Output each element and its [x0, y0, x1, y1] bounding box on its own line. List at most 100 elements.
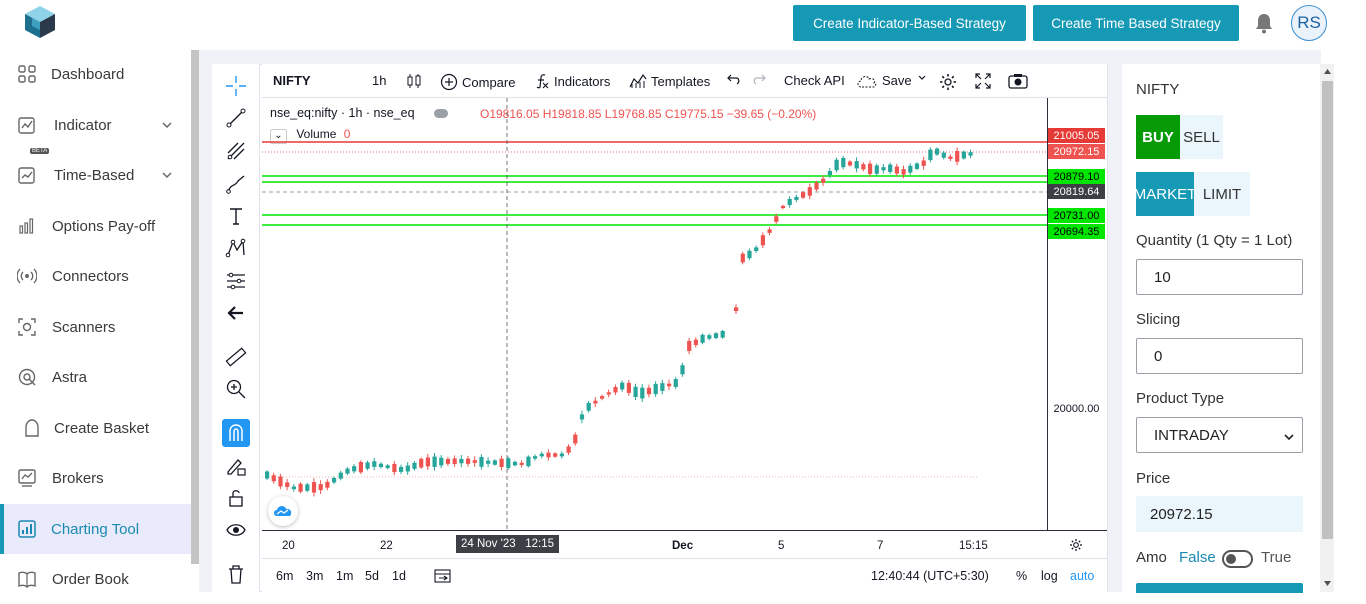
- sidebar-item-charting-tool[interactable]: Charting Tool: [0, 504, 191, 554]
- candle-body: [680, 365, 685, 375]
- tradingview-logo[interactable]: [268, 496, 298, 526]
- quantity-field[interactable]: 10: [1136, 259, 1303, 295]
- axis-settings-icon[interactable]: [1069, 538, 1083, 552]
- pattern-tool[interactable]: [222, 234, 250, 262]
- text-tool[interactable]: [222, 202, 250, 230]
- slicing-field[interactable]: 0: [1136, 338, 1303, 374]
- settings-button[interactable]: [939, 73, 957, 91]
- brush-tool[interactable]: [222, 170, 250, 198]
- zoom-tool[interactable]: [222, 375, 250, 403]
- broadcast-icon: [17, 268, 37, 284]
- candle-body: [332, 477, 337, 483]
- chevron-down-icon[interactable]: [161, 119, 173, 131]
- percent-toggle[interactable]: %: [1016, 569, 1028, 583]
- legend-symbol: nse_eq:nifty · 1h · nse_eq: [270, 106, 415, 120]
- chart-type-button[interactable]: [406, 73, 422, 89]
- sidebar-item-indicator[interactable]: Indicator: [0, 100, 191, 150]
- crosshair-time-label: 24 Nov '23 12:15: [456, 535, 559, 553]
- amo-toggle[interactable]: [1222, 550, 1253, 568]
- sidebar-item-create-basket[interactable]: Create Basket: [0, 403, 191, 453]
- create-time-strategy-button[interactable]: Create Time Based Strategy: [1033, 5, 1239, 41]
- arrow-left-icon: [227, 306, 243, 320]
- sidebar-item-time-based[interactable]: BETA Time-Based: [0, 148, 191, 200]
- scroll-up-icon[interactable]: [1323, 68, 1332, 75]
- candle-body: [573, 434, 578, 444]
- templates-button[interactable]: Templates: [629, 73, 710, 89]
- sell-button[interactable]: SELL: [1180, 115, 1223, 159]
- place-order-button[interactable]: [1136, 583, 1303, 593]
- pattern-icon: [225, 238, 246, 258]
- candle-body: [432, 456, 437, 467]
- limit-button[interactable]: LIMIT: [1194, 172, 1250, 216]
- sidebar-item-connectors[interactable]: Connectors: [0, 251, 191, 301]
- range-1m[interactable]: 1m: [336, 569, 354, 583]
- compare-button[interactable]: Compare: [440, 73, 515, 91]
- sidebar-item-astra[interactable]: Astra: [0, 352, 191, 402]
- lock-drawing-tool[interactable]: [222, 452, 250, 480]
- range-5d[interactable]: 5d: [365, 569, 379, 583]
- interval-selector[interactable]: 1h: [372, 73, 387, 88]
- redo-button[interactable]: [752, 73, 766, 87]
- sidebar-item-brokers[interactable]: Brokers: [0, 453, 191, 503]
- app-logo[interactable]: [22, 4, 58, 40]
- fullscreen-button[interactable]: [975, 73, 991, 89]
- panel-scrollbar-thumb[interactable]: [1322, 81, 1333, 539]
- log-toggle[interactable]: log: [1041, 569, 1058, 583]
- auto-toggle[interactable]: auto: [1070, 569, 1095, 583]
- lock-tool[interactable]: [222, 484, 250, 512]
- buy-button[interactable]: BUY: [1136, 115, 1180, 159]
- check-api-button[interactable]: Check API: [784, 73, 845, 88]
- fib-tool[interactable]: [222, 137, 250, 165]
- time-axis[interactable]: 20 22 24 Nov '23 12:15 Dec 5 7 15:15: [262, 530, 1107, 556]
- range-6m[interactable]: 6m: [276, 569, 294, 583]
- measure-tool[interactable]: [222, 343, 250, 371]
- screenshot-button[interactable]: [1008, 73, 1028, 89]
- save-button[interactable]: Save: [856, 73, 912, 88]
- trendline-tool[interactable]: [222, 104, 250, 132]
- market-button[interactable]: MARKET: [1136, 172, 1194, 216]
- candle-body: [928, 149, 933, 160]
- series-legend[interactable]: nse_eq:nifty · 1h · nse_eq: [270, 106, 449, 120]
- candle-body: [774, 216, 779, 222]
- magnet-tool[interactable]: [222, 419, 250, 447]
- create-indicator-strategy-button[interactable]: Create Indicator-Based Strategy: [793, 5, 1026, 41]
- candle-body: [492, 460, 497, 465]
- save-dropdown[interactable]: [917, 73, 927, 83]
- forecast-tool[interactable]: [222, 267, 250, 295]
- time-tick: 7: [877, 540, 884, 552]
- indicators-button[interactable]: Indicators: [534, 73, 610, 89]
- sidebar-scrollbar[interactable]: [191, 50, 199, 564]
- avatar[interactable]: RS: [1291, 5, 1327, 41]
- back-arrow-tool[interactable]: [222, 299, 250, 327]
- visibility-tool[interactable]: [222, 516, 250, 544]
- range-3m[interactable]: 3m: [306, 569, 324, 583]
- sidebar-item-dashboard[interactable]: Dashboard: [0, 49, 191, 99]
- time-tick: 22: [380, 540, 393, 552]
- clock[interactable]: 12:40:44 (UTC+5:30): [871, 569, 989, 583]
- product-type-select[interactable]: INTRADAY: [1136, 417, 1303, 453]
- bell-icon[interactable]: [1254, 12, 1274, 34]
- undo-button[interactable]: [727, 73, 741, 87]
- trash-tool[interactable]: [222, 560, 250, 588]
- save-label: Save: [882, 73, 912, 88]
- candlestick-plot[interactable]: [262, 98, 1047, 530]
- collapse-icon[interactable]: ⌄: [270, 129, 287, 144]
- chevron-down-icon[interactable]: [161, 169, 173, 181]
- range-1d[interactable]: 1d: [392, 569, 406, 583]
- price-label-green-3: 20694.35: [1048, 224, 1105, 239]
- candle-body: [311, 482, 317, 493]
- sidebar-item-scanners[interactable]: Scanners: [0, 302, 191, 352]
- price-field[interactable]: 20972.15: [1136, 496, 1303, 532]
- order-panel: NIFTY BUY SELL MARKET LIMIT Quantity (1 …: [1122, 64, 1320, 593]
- crosshair-tool[interactable]: [222, 72, 250, 100]
- symbol-search[interactable]: NIFTY: [273, 73, 311, 88]
- sidebar-item-options-payoff[interactable]: Options Pay-off: [0, 201, 191, 251]
- volume-legend[interactable]: ⌄ Volume 0: [270, 127, 350, 144]
- sidebar-item-order-book[interactable]: Order Book: [0, 554, 191, 604]
- bottom-bar: 6m 3m 1m 5d 1d 12:40:44 (UTC+5:30) % log…: [262, 558, 1107, 592]
- legend-menu-icon[interactable]: [434, 109, 449, 119]
- price-axis[interactable]: [1047, 98, 1107, 530]
- date-range-icon[interactable]: [434, 568, 452, 584]
- redo-icon: [753, 74, 766, 85]
- scroll-down-icon[interactable]: [1323, 580, 1332, 587]
